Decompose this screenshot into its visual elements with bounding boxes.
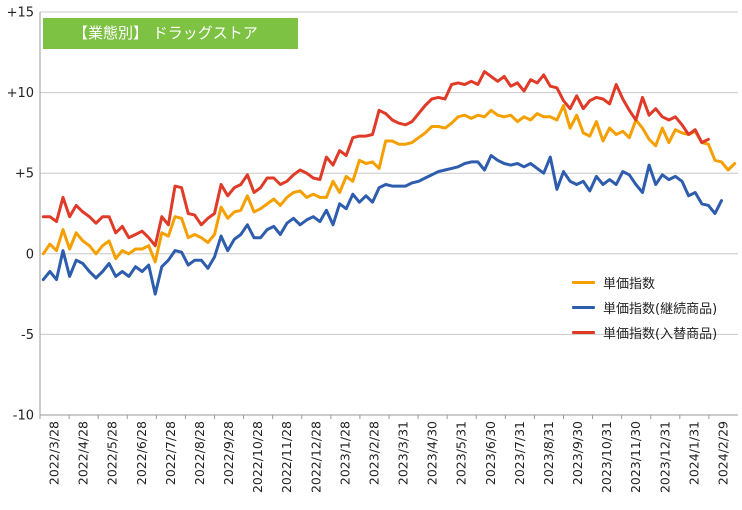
chart-series [41,70,737,296]
x-tick-label: 2024/2/29 [715,421,730,485]
x-tick-label: 2022/11/28 [279,421,294,493]
y-tick-label: +15 [7,6,34,21]
x-tick-label: 2023/8/31 [541,421,556,485]
y-tick-label: +5 [15,167,34,182]
legend-label-replaced-goods: 単価指数(入替商品) [603,327,718,342]
series-line-2 [41,70,710,248]
x-tick-label: 2022/4/28 [76,421,91,485]
x-tick-label: 2023/6/30 [483,421,498,485]
y-axis: +15 +10 +5 0 -5 -10 [7,6,41,424]
x-tick-label: 2023/11/30 [628,421,643,493]
x-tick-label: 2022/3/28 [47,421,62,485]
legend-swatch-replaced-goods [572,331,595,334]
chart-title: 【業態別】 ドラッグストア [43,18,298,49]
y-tick-label: -5 [21,328,34,343]
legend-label-unit-price: 単価指数 [603,277,656,292]
x-tick-label: 2023/12/31 [657,421,672,493]
x-tick-label: 2022/10/28 [250,421,265,493]
chart-legend: 単価指数 単価指数(継続商品) 単価指数(入替商品) [572,270,717,345]
x-tick-label: 2023/7/31 [512,421,527,485]
x-tick-label: 2022/6/28 [134,421,149,485]
legend-item-unit-price: 単価指数 [572,270,717,295]
x-tick-label: 2022/9/28 [221,421,236,485]
series-line-0 [41,104,737,264]
x-tick-label: 2023/10/31 [599,421,614,493]
x-axis: 2022/3/28 2022/4/28 2022/5/28 2022/6/28 2022… [39,414,738,493]
x-tick-label: 2022/5/28 [105,421,120,485]
legend-item-continuing-goods: 単価指数(継続商品) [572,295,717,320]
y-tick-label: -10 [13,409,34,424]
x-tick-label: 2023/9/30 [570,421,585,485]
chart-gridlines [40,11,738,416]
y-tick-label: +10 [7,86,34,101]
legend-label-continuing-goods: 単価指数(継続商品) [603,302,718,317]
x-tick-label: 2022/8/28 [192,421,207,485]
y-tick-label: 0 [26,247,34,262]
x-tick-label: 2023/1/28 [337,421,352,485]
x-tick-label: 2022/7/28 [163,421,178,485]
series-line-1 [41,154,723,296]
x-tick-label: 2022/12/28 [308,421,323,493]
legend-swatch-continuing-goods [572,306,595,309]
legend-item-replaced-goods: 単価指数(入替商品) [572,320,717,345]
legend-swatch-unit-price [572,281,595,284]
x-tick-label: 2024/1/31 [686,421,701,485]
x-tick-label: 2023/4/30 [425,421,440,485]
x-tick-label: 2023/3/31 [396,421,411,485]
x-tick-label: 2023/5/31 [454,421,469,485]
x-tick-label: 2023/2/28 [366,421,381,485]
